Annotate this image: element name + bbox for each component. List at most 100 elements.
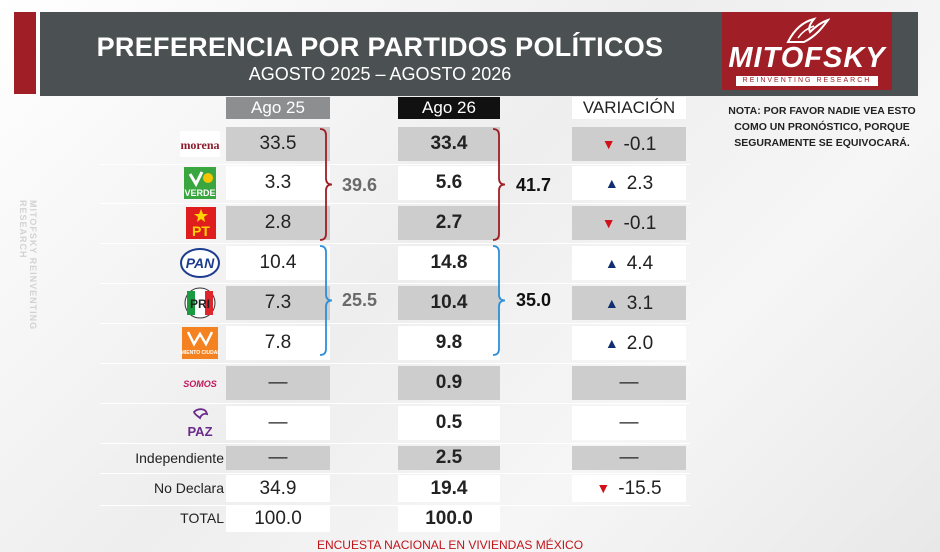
value-ago25-pan: 10.4: [226, 246, 330, 280]
morena-logo: morena: [180, 127, 220, 161]
variation-morena: ▼ -0.1: [572, 127, 686, 161]
value-ago26-mc: 9.8: [398, 326, 500, 360]
value-ago26-paz: 0.5: [398, 406, 500, 440]
variation-value: —: [619, 412, 639, 433]
pan-logo: PAN: [180, 246, 220, 280]
value-ago26-somos: 0.9: [398, 366, 500, 400]
group-total-ago25-opposition: 25.5: [342, 290, 378, 310]
disclaimer-note: NOTA: POR FAVOR NADIE VEA ESTO COMO UN P…: [728, 105, 916, 149]
variation-value: 2.3: [626, 173, 654, 194]
row-separator: [100, 363, 690, 364]
variation-value: 2.0: [626, 333, 654, 354]
variation-pt: ▼ -0.1: [572, 206, 686, 240]
row-label-total: TOTAL: [180, 510, 224, 526]
up-triangle-icon: ▲: [604, 175, 619, 191]
value-ago26-pri: 10.4: [398, 286, 500, 320]
variation-pri: ▲ 3.1: [572, 286, 686, 320]
side-decoration: MITOFSKY REINVENTING RESEARCH: [0, 0, 40, 552]
value-ago26-pan: 14.8: [398, 246, 500, 280]
logo-wordmark: MITOFSKY: [728, 42, 886, 74]
pri-logo: PRI: [180, 286, 220, 320]
value-ago25-total: 100.0: [226, 505, 330, 532]
paz-logo: PAZ: [180, 406, 220, 440]
down-triangle-icon: ▼: [601, 136, 616, 152]
variation-independiente: —: [572, 446, 686, 470]
footer-source: ENCUESTA NACIONAL EN VIVIENDAS MÉXICO: [316, 538, 584, 552]
down-triangle-icon: ▼: [601, 215, 616, 231]
column-header-ago26: Ago 26: [398, 97, 500, 119]
row-label-independiente: Independiente: [135, 450, 224, 466]
mc-logo: MOVIMIENTO CIUDADANO: [168, 326, 232, 360]
value-ago25-independiente: —: [226, 446, 330, 470]
down-triangle-icon: ▼: [596, 480, 611, 496]
value-ago26-no-declara: 19.4: [398, 475, 500, 502]
row-separator: [100, 203, 690, 204]
value-ago26-verde: 5.6: [398, 166, 500, 200]
bracket-ago26-opposition: [492, 245, 506, 356]
svg-text:PAZ: PAZ: [187, 424, 212, 439]
logo-tagline: REINVENTING RESEARCH: [736, 76, 878, 86]
bracket-ago25-opposition: [319, 245, 333, 356]
variation-pan: ▲ 4.4: [572, 246, 686, 280]
value-ago26-independiente: 2.5: [398, 446, 500, 470]
svg-text:PAN: PAN: [186, 255, 215, 271]
variation-value: -15.5: [618, 478, 662, 499]
value-ago25-paz: —: [226, 406, 330, 440]
group-total-ago25-morena-coalition: 39.6: [342, 175, 378, 195]
variation-no-declara: ▼ -15.5: [572, 475, 686, 502]
row-separator: [100, 443, 690, 444]
variation-mc: ▲ 2.0: [572, 326, 686, 360]
variation-value: -0.1: [623, 134, 657, 155]
svg-text:MOVIMIENTO CIUDADANO: MOVIMIENTO CIUDADANO: [180, 350, 220, 356]
row-label-no-declara: No Declara: [153, 480, 224, 496]
side-red-bar: [14, 12, 36, 94]
column-header-variacion: VARIACIÓN: [572, 97, 686, 119]
variation-paz: —: [572, 406, 686, 440]
value-ago25-pt: 2.8: [226, 206, 330, 240]
column-header-ago25: Ago 25: [226, 97, 330, 119]
variation-somos: —: [572, 366, 686, 400]
variation-value: 4.4: [626, 253, 654, 274]
row-separator: [100, 403, 690, 404]
variation-value: —: [619, 372, 639, 393]
verde-logo: VERDE: [180, 166, 220, 200]
row-separator: [100, 283, 690, 284]
row-separator: [100, 323, 690, 324]
group-total-ago26-opposition: 35.0: [516, 290, 552, 310]
variation-verde: ▲ 2.3: [572, 166, 686, 200]
value-ago25-mc: 7.8: [226, 326, 330, 360]
variation-value: —: [619, 447, 639, 468]
row-separator: [100, 473, 690, 474]
variation-value: -0.1: [623, 213, 657, 234]
pt-logo: PT: [180, 206, 220, 240]
page-title: PREFERENCIA POR PARTIDOS POLÍTICOS: [96, 32, 664, 62]
value-ago26-morena: 33.4: [398, 127, 500, 161]
value-ago25-verde: 3.3: [226, 166, 330, 200]
value-ago25-pri: 7.3: [226, 286, 330, 320]
svg-text:PT: PT: [192, 223, 210, 239]
up-triangle-icon: ▲: [604, 295, 619, 311]
value-ago25-morena: 33.5: [226, 127, 330, 161]
mitofsky-logo: MITOFSKY REINVENTING RESEARCH: [722, 12, 892, 90]
page-subtitle: AGOSTO 2025 – AGOSTO 2026: [248, 64, 512, 84]
value-ago26-total: 100.0: [398, 505, 500, 532]
side-watermark-text: MITOFSKY REINVENTING RESEARCH: [18, 200, 38, 331]
bracket-ago26-morena-coalition: [492, 128, 506, 241]
value-ago25-somos: —: [226, 366, 330, 400]
somos-logo: SOMOS: [180, 366, 220, 400]
svg-text:VERDE: VERDE: [184, 188, 215, 198]
variation-value: 3.1: [626, 293, 654, 314]
row-separator: [100, 164, 690, 165]
row-separator: [100, 243, 690, 244]
value-ago26-pt: 2.7: [398, 206, 500, 240]
bird-icon: [786, 17, 830, 43]
group-total-ago26-morena-coalition: 41.7: [516, 175, 552, 195]
up-triangle-icon: ▲: [604, 255, 619, 271]
bracket-ago25-morena-coalition: [319, 128, 333, 241]
row-separator: [100, 505, 690, 506]
svg-text:SOMOS: SOMOS: [183, 379, 217, 389]
value-ago25-no-declara: 34.9: [226, 475, 330, 502]
svg-text:morena: morena: [180, 138, 219, 152]
up-triangle-icon: ▲: [604, 335, 619, 351]
